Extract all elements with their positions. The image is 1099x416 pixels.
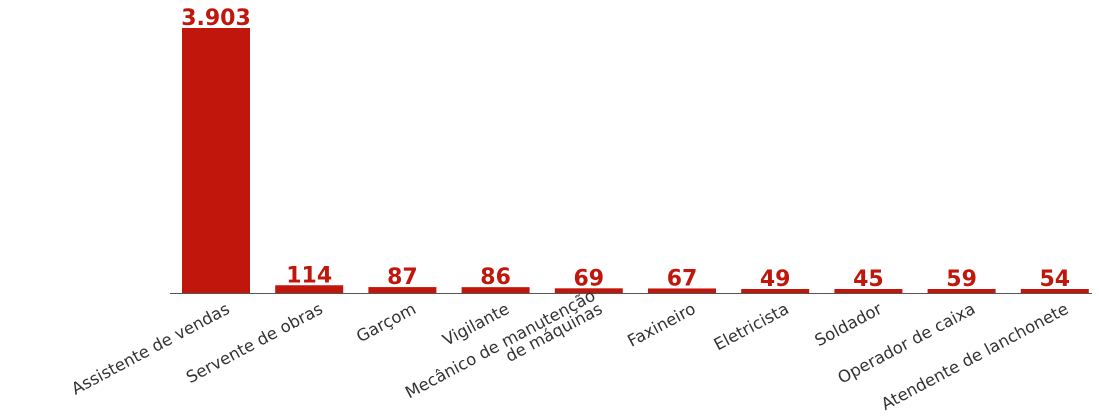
category-label-line: Eletricista [711,299,792,354]
category-label-line: Soldador [812,299,886,350]
value-label-3: 86 [480,265,511,290]
bar-7 [834,289,903,293]
category-label-2: Garçom [353,299,419,346]
bars-group [182,28,1089,293]
category-label-line: Garçom [353,299,419,346]
value-label-2: 87 [387,265,418,290]
bar-8 [927,288,996,293]
value-label-8: 59 [946,267,977,292]
bar-6 [741,289,810,293]
value-label-1: 114 [286,263,332,288]
category-label-7: Soldador [812,299,886,350]
value-label-5: 67 [667,266,698,291]
category-label-0: Assistente de vendas [68,299,232,398]
value-label-6: 49 [760,267,791,292]
bar-1 [275,285,344,293]
category-label-6: Eletricista [711,299,792,354]
bar-9 [1020,289,1089,293]
value-label-7: 45 [853,267,884,292]
value-label-4: 69 [573,266,604,291]
category-label-5: Faxineiro [624,299,698,351]
bar-0 [182,28,250,293]
bar-4 [554,288,623,293]
value-labels-group: 3.903 114 87 86 69 67 49 45 59 54 [181,6,1070,292]
bar-3 [461,287,530,293]
value-label-9: 54 [1039,267,1070,292]
bar-2 [368,287,437,293]
category-label-line: Faxineiro [624,299,698,351]
category-label-line: Assistente de vendas [68,299,232,398]
bar-5 [648,288,716,293]
value-label-0: 3.903 [181,6,251,31]
